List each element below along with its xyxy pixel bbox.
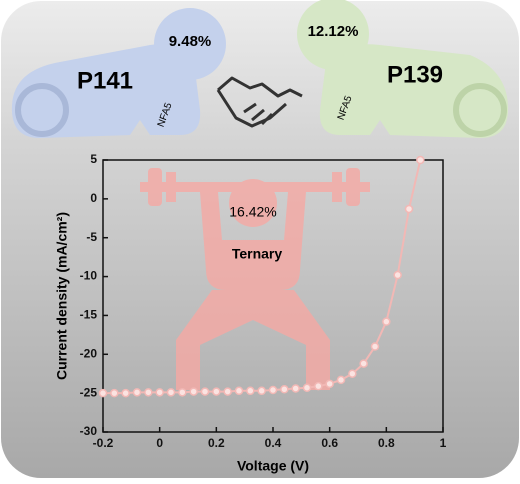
y-tick-label: -30 bbox=[80, 424, 98, 438]
ternary-figure bbox=[140, 168, 370, 390]
data-point bbox=[393, 270, 402, 280]
p141-badge bbox=[154, 8, 226, 80]
x-tick-label: 0.2 bbox=[208, 436, 225, 450]
y-tick-label: -20 bbox=[80, 346, 98, 360]
data-point bbox=[212, 387, 221, 396]
data-point bbox=[370, 342, 380, 351]
p139-name: P139 bbox=[387, 61, 443, 88]
data-point bbox=[223, 387, 232, 396]
x-tick-label: 0.4 bbox=[265, 436, 282, 450]
data-point bbox=[155, 388, 164, 397]
x-tick-label: 0 bbox=[156, 436, 163, 450]
p141-shape bbox=[11, 44, 201, 138]
ternary-pce: 16.42% bbox=[229, 204, 276, 220]
data-point bbox=[166, 388, 176, 397]
data-point bbox=[98, 388, 108, 398]
data-point bbox=[110, 388, 119, 398]
ternary-label: Ternary bbox=[232, 246, 283, 262]
y-tick-label: -25 bbox=[80, 385, 98, 399]
y-tick-label: -10 bbox=[80, 269, 98, 283]
data-point bbox=[200, 387, 210, 396]
handshake-icon bbox=[216, 76, 303, 128]
x-tick-label: 0.8 bbox=[378, 436, 395, 450]
y-axis-title: Current density (mA/cm²) bbox=[54, 212, 70, 380]
y-tick-label: 0 bbox=[90, 191, 97, 205]
x-tick-label: -0.2 bbox=[93, 436, 114, 450]
data-point bbox=[246, 386, 255, 396]
data-point bbox=[348, 369, 357, 378]
y-tick-label: -15 bbox=[80, 308, 98, 322]
data-point bbox=[144, 388, 153, 397]
data-point bbox=[178, 388, 187, 397]
data-point bbox=[302, 383, 312, 392]
x-tick-label: 1 bbox=[440, 436, 447, 450]
data-point bbox=[416, 155, 425, 165]
data-point bbox=[336, 375, 346, 385]
x-tick-label: 0.6 bbox=[321, 436, 338, 450]
p141-loop bbox=[15, 83, 69, 137]
y-tick-label: 5 bbox=[90, 152, 97, 166]
y-tick-label: -5 bbox=[86, 230, 97, 244]
data-point bbox=[280, 385, 289, 394]
data-point bbox=[132, 388, 142, 397]
data-point bbox=[382, 317, 391, 326]
x-axis-title: Voltage (V) bbox=[237, 458, 309, 474]
data-point bbox=[291, 384, 300, 393]
p139-pce: 12.12% bbox=[308, 23, 359, 40]
data-point bbox=[121, 388, 130, 398]
data-point bbox=[314, 381, 323, 391]
p139-loop bbox=[453, 83, 507, 137]
data-point bbox=[234, 386, 244, 396]
p141-name: P141 bbox=[77, 67, 133, 94]
data-point bbox=[404, 204, 414, 214]
p141-pce: 9.48% bbox=[169, 33, 212, 50]
data-point bbox=[257, 386, 266, 396]
data-point bbox=[359, 359, 368, 368]
data-point bbox=[268, 385, 278, 395]
data-point bbox=[325, 379, 334, 389]
p139-shape bbox=[319, 44, 509, 138]
p139-badge bbox=[297, 0, 369, 70]
data-point bbox=[189, 387, 198, 396]
